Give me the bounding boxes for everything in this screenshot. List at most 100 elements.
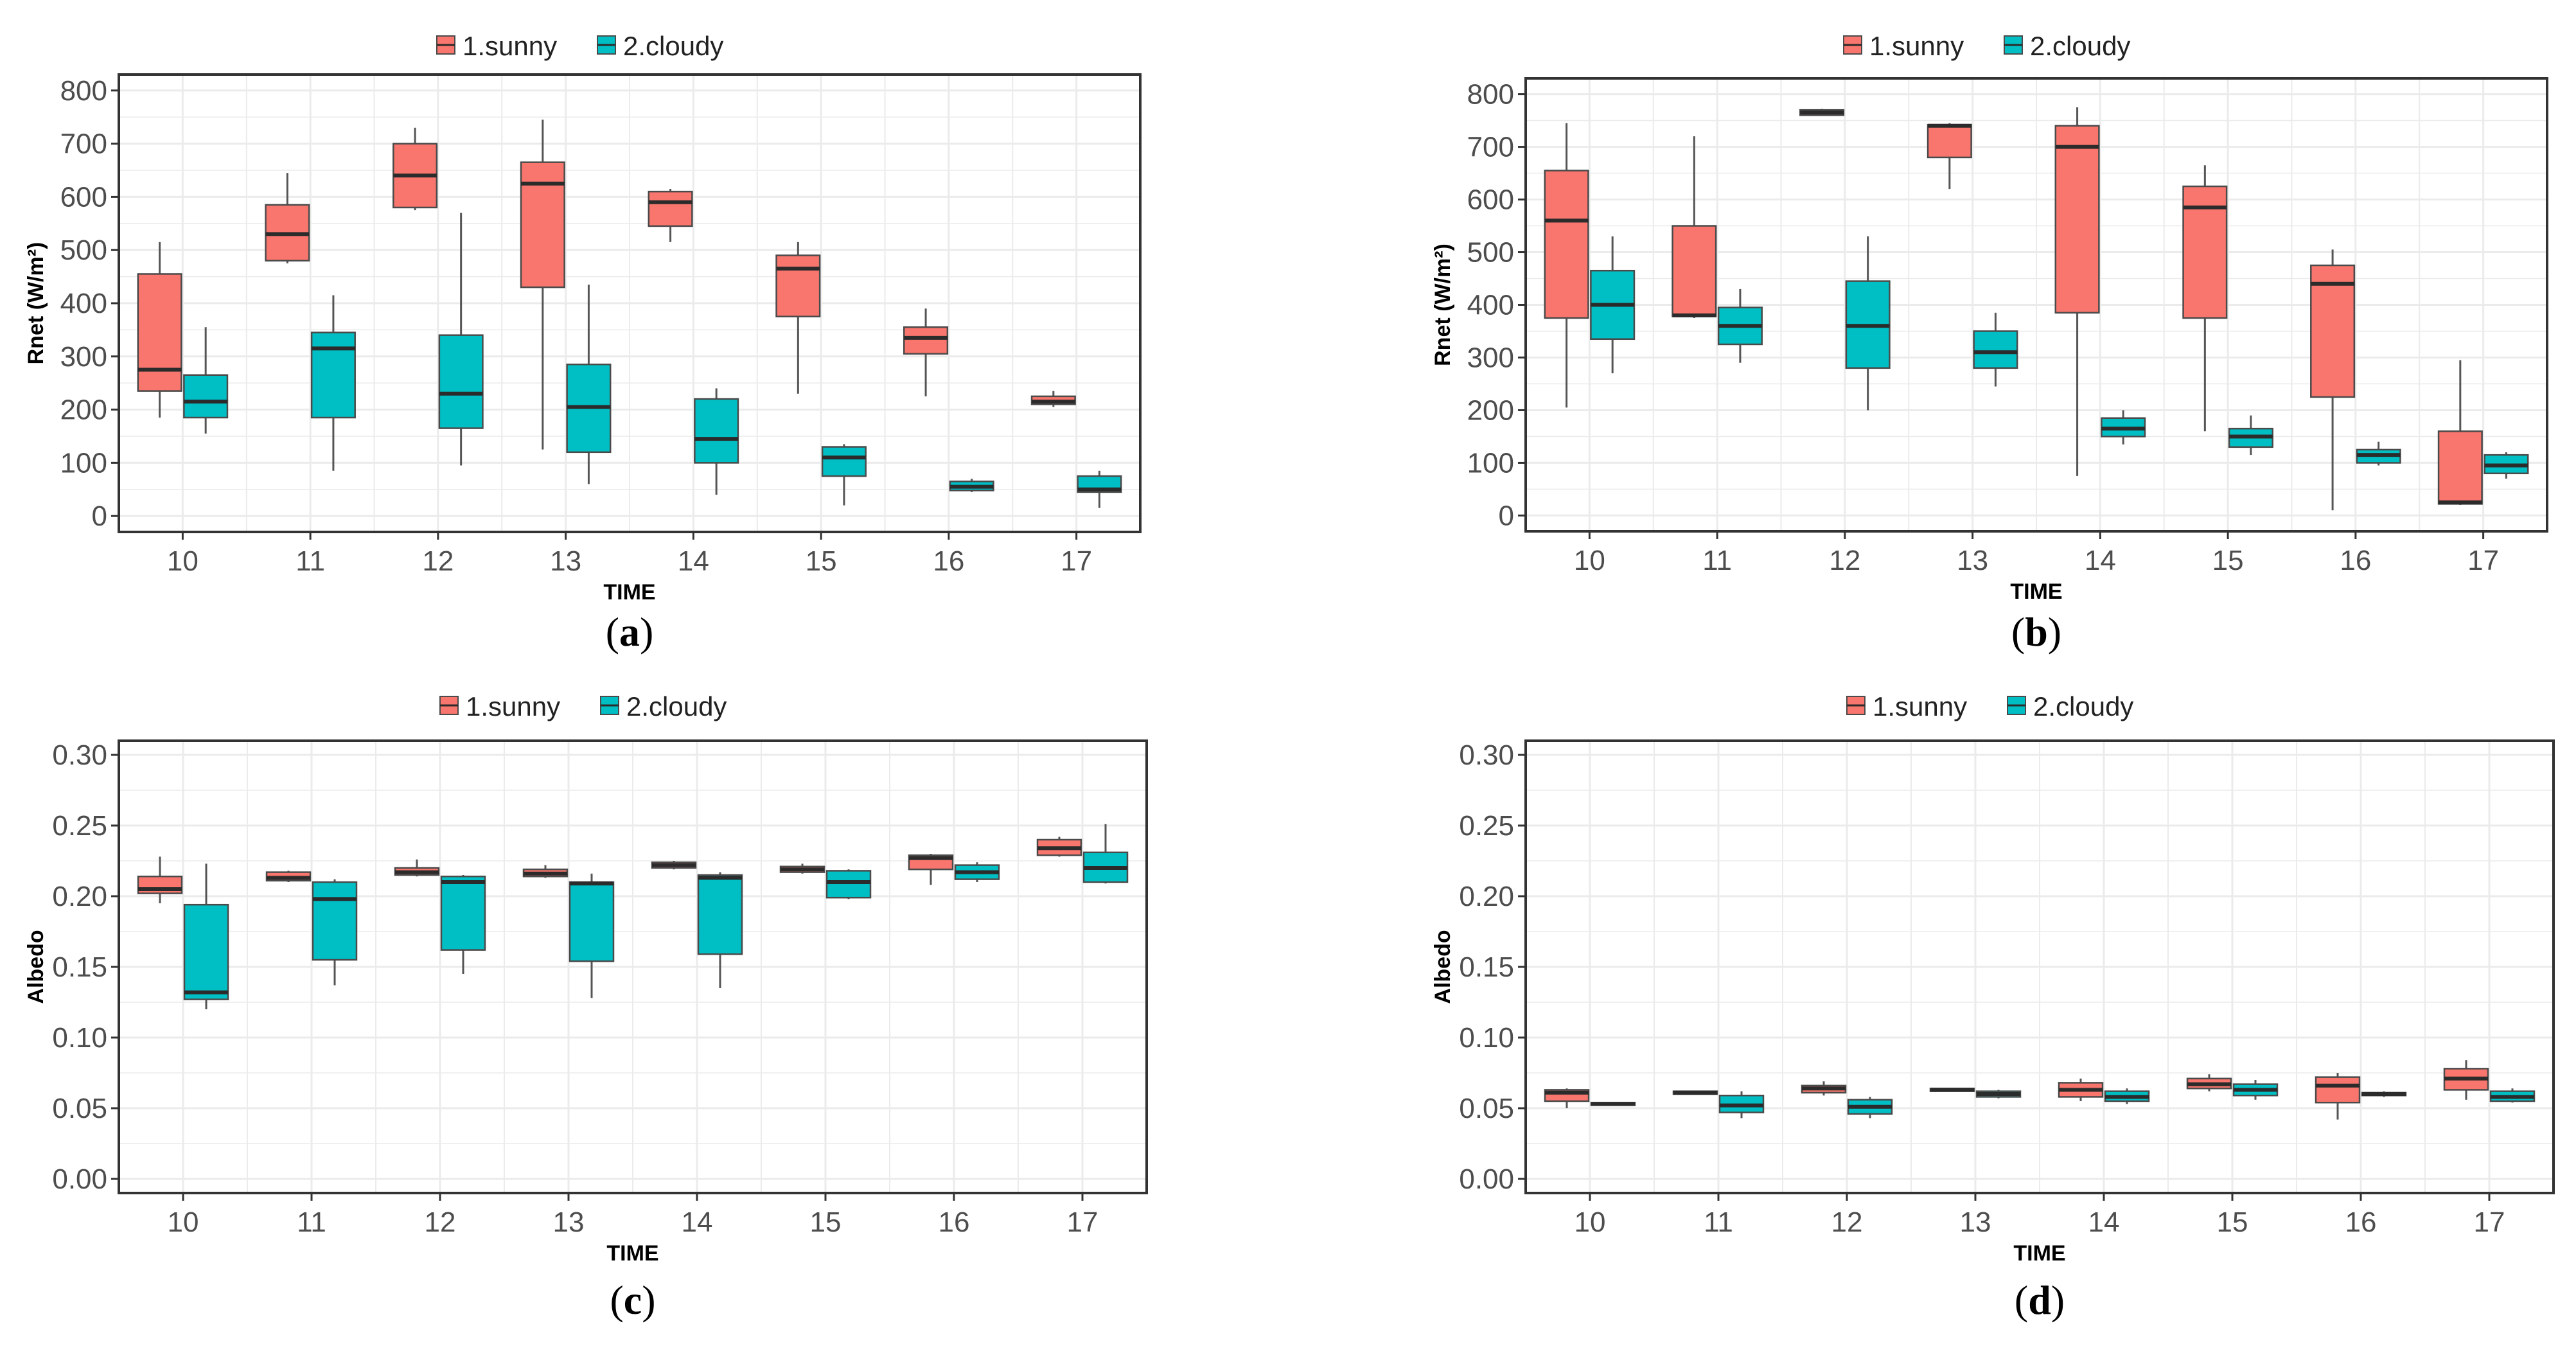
legend: 1.sunny 2.cloudy <box>436 31 723 61</box>
box-15 <box>821 444 867 506</box>
box-13 <box>522 865 569 878</box>
box-iqr <box>2315 1076 2361 1104</box>
x-tick-label: 17 <box>1067 1207 1098 1238</box>
legend: 1.sunny 2.cloudy <box>439 691 727 721</box>
box-10 <box>183 863 229 1009</box>
y-axis-title: Rnet (W/m²) <box>24 242 48 365</box>
panel-c: 0.00 0.05 0.10 0.15 0.20 0.25 0.30 10 11 12 13 14 15… <box>24 691 1148 1323</box>
legend-label: 2.cloudy <box>626 691 727 721</box>
x-tick-label: 15 <box>806 545 837 577</box>
y-tick-label: 400 <box>1467 290 1514 321</box>
box-iqr <box>183 374 229 419</box>
y-tick-label: 0.20 <box>1459 881 1514 912</box>
box-12 <box>1799 109 1845 116</box>
x-tick-label: 10 <box>1575 1207 1606 1238</box>
y-tick-label: 100 <box>60 447 107 479</box>
legend-item-cloudy: 2.cloudy <box>597 31 723 61</box>
box-16 <box>903 308 949 396</box>
box-15 <box>825 869 872 899</box>
legend-label: 1.sunny <box>466 691 560 721</box>
box-15 <box>779 863 825 874</box>
x-tick-label: 16 <box>2345 1207 2377 1238</box>
box-iqr <box>2054 125 2100 314</box>
y-tick-label: 0.10 <box>1459 1022 1514 1054</box>
caption-close-paren: ) <box>2051 1277 2065 1323</box>
box-16 <box>949 479 994 492</box>
box-iqr <box>520 161 565 288</box>
box-iqr <box>1544 170 1589 319</box>
panel-caption: (d) <box>2015 1277 2065 1323</box>
box-12 <box>438 213 484 466</box>
box-11 <box>265 871 312 882</box>
y-tick-label: 600 <box>60 181 107 213</box>
legend-label: 2.cloudy <box>2030 31 2130 61</box>
y-tick-label: 800 <box>60 75 107 107</box>
caption-open-paren: ( <box>2011 609 2025 655</box>
box-11 <box>1672 1090 1718 1095</box>
x-axis-title: TIME <box>2010 579 2062 604</box>
box-17 <box>1077 470 1122 508</box>
y-tick-label: 200 <box>60 394 107 426</box>
y-tick-label: 100 <box>1467 447 1514 479</box>
y-axis-title: Albedo <box>24 930 48 1004</box>
box-11 <box>265 173 310 263</box>
box-13 <box>1929 1087 1975 1092</box>
box-iqr <box>312 881 358 961</box>
x-tick-label: 13 <box>1957 545 1988 576</box>
y-tick-label: 0.25 <box>52 810 107 842</box>
box-iqr <box>775 254 821 317</box>
y-tick-label: 0.30 <box>1459 739 1514 771</box>
panel-b: 0 100 200 300 400 500 600 700 800 10 11 12 13 14 15 16 1… <box>1431 31 2548 655</box>
box-15 <box>2232 1080 2279 1100</box>
box-13 <box>1975 1090 2022 1099</box>
series-cloudy <box>1590 236 2529 479</box>
box-iqr <box>821 446 867 477</box>
legend-label: 1.sunny <box>1869 31 1964 61</box>
x-tick-label: 16 <box>2340 545 2371 576</box>
series-sunny <box>1544 1060 2489 1120</box>
x-axis-title: TIME <box>606 1241 658 1266</box>
y-tick-label: 400 <box>60 288 107 319</box>
x-tick-label: 14 <box>2085 545 2116 576</box>
box-10 <box>1590 1101 1636 1106</box>
box-10 <box>1544 1088 1590 1108</box>
caption-letter: b <box>2025 609 2048 655</box>
x-tick-label: 12 <box>1831 1207 1863 1238</box>
x-axis-title: TIME <box>603 580 655 605</box>
box-iqr <box>903 326 949 355</box>
caption-letter: c <box>624 1277 642 1323</box>
caption-open-paren: ( <box>2015 1277 2028 1323</box>
caption-open-paren: ( <box>610 1277 623 1323</box>
legend-label: 1.sunny <box>463 31 557 61</box>
box-15 <box>775 242 821 394</box>
x-tick-label: 17 <box>1061 545 1092 577</box>
x-tick-label: 11 <box>297 1207 326 1238</box>
box-17 <box>2443 1060 2489 1100</box>
box-iqr <box>310 332 356 419</box>
x-tick-label: 11 <box>1702 545 1732 576</box>
grid <box>118 75 1141 532</box>
box-15 <box>2186 1074 2232 1092</box>
box-11 <box>312 879 358 986</box>
box-15 <box>2182 165 2228 432</box>
box-iqr <box>1973 330 2018 369</box>
caption-open-paren: ( <box>606 609 619 655</box>
box-10 <box>137 242 182 418</box>
box-iqr <box>697 874 743 955</box>
legend-item-sunny: 1.sunny <box>436 31 557 61</box>
box-iqr <box>440 875 486 951</box>
y-tick-label: 0.25 <box>1459 810 1514 842</box>
y-tick-label: 200 <box>1467 394 1514 426</box>
caption-close-paren: ) <box>640 609 653 655</box>
series-cloudy <box>1590 1080 2536 1119</box>
box-iqr <box>569 881 615 962</box>
box-10 <box>183 327 229 434</box>
x-tick-label: 12 <box>425 1207 456 1238</box>
box-iqr <box>2437 430 2483 505</box>
box-17 <box>1036 836 1082 857</box>
x-tick-label: 17 <box>2467 545 2499 576</box>
box-17 <box>2437 360 2483 506</box>
box-10 <box>1544 123 1589 408</box>
x-tick-label: 11 <box>1704 1207 1733 1238</box>
